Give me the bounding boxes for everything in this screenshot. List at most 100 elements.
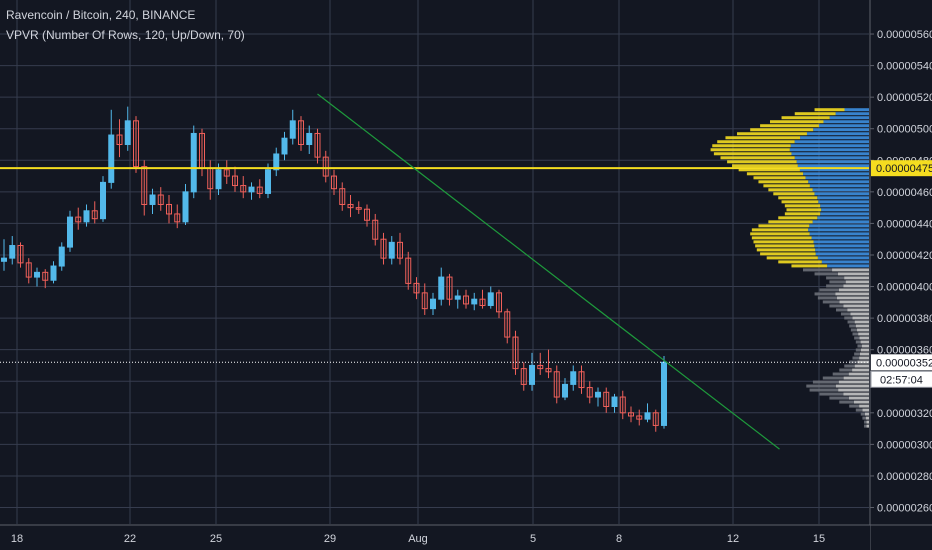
candle-body	[298, 120, 304, 146]
vp-bar-up	[808, 228, 869, 232]
vp-bar-up	[865, 416, 869, 420]
candle-body	[636, 415, 643, 420]
vp-bar-up	[803, 172, 869, 176]
vp-bar-up	[848, 396, 869, 400]
vp-bar-down	[756, 248, 816, 252]
vp-bar-down	[763, 184, 810, 188]
candle-body	[34, 271, 40, 278]
vp-bar-up	[861, 344, 869, 348]
time-axis	[0, 525, 870, 550]
candle	[67, 210, 73, 252]
vp-bar-down	[839, 400, 854, 404]
vp-bar-down	[806, 384, 836, 388]
vp-bar-down	[778, 260, 822, 264]
vp-bar-down	[727, 160, 797, 164]
candle	[273, 147, 280, 177]
vp-bar-up	[855, 324, 869, 328]
candle	[355, 201, 362, 214]
vp-bar-down	[826, 276, 845, 280]
indicator-legend[interactable]: VPVR (Number Of Rows, 120, Up/Down, 70)	[6, 28, 245, 42]
candle	[50, 261, 57, 284]
x-tick-label: 22	[124, 533, 136, 545]
countdown-label: 02:57:04	[880, 374, 923, 386]
vp-bar-down	[847, 320, 855, 324]
vp-bar-down	[852, 356, 860, 360]
price-labels: 0.00000475 0.00000352 02:57:04	[870, 160, 932, 388]
vp-bar-up	[820, 204, 869, 208]
y-tick-label: 0.00000440	[877, 218, 932, 230]
candle-body	[347, 203, 354, 209]
vp-bar-up	[832, 268, 869, 272]
vp-bar-up	[838, 388, 869, 392]
vp-bar-up	[797, 164, 869, 168]
vp-bar-down	[760, 124, 819, 128]
candle-body	[603, 391, 610, 407]
vp-bar-down	[755, 244, 815, 248]
candle-body	[595, 391, 601, 398]
vp-bar-down	[849, 360, 858, 364]
vp-bar-down	[822, 376, 844, 380]
vp-bar-up	[860, 340, 869, 344]
vp-bar-down	[794, 112, 836, 116]
vp-bar-down	[854, 336, 860, 340]
candle	[289, 109, 296, 145]
candle	[562, 378, 568, 401]
vp-bar-down	[855, 408, 863, 412]
candle	[512, 330, 519, 375]
candle-body	[339, 188, 346, 205]
candle-body	[512, 336, 519, 370]
candle-body	[75, 216, 82, 223]
vp-bar-down	[713, 152, 792, 156]
vp-bar-down	[768, 188, 813, 192]
candle-body	[9, 245, 16, 259]
vp-bar-up	[813, 128, 869, 132]
candle	[223, 160, 230, 184]
vp-bar-down	[717, 140, 795, 144]
trendline-layer[interactable]	[0, 93, 869, 450]
candle	[652, 409, 659, 432]
vp-bar-up	[791, 152, 869, 156]
vp-bar-down	[836, 308, 848, 312]
candle-body	[421, 292, 428, 310]
candle	[611, 393, 618, 413]
vp-bar-up	[853, 400, 869, 404]
candle-body	[463, 295, 469, 305]
vp-bar-up	[836, 296, 869, 300]
candle-body	[430, 298, 436, 310]
candle-body	[487, 292, 494, 306]
vp-bar-down	[819, 392, 844, 396]
vp-bar-up	[821, 260, 869, 264]
candle	[182, 183, 189, 225]
y-tick-label: 0.00000300	[877, 439, 932, 451]
candle	[34, 267, 40, 287]
candle	[339, 182, 346, 211]
candle-body	[388, 241, 395, 259]
candle-body	[322, 156, 329, 177]
candle-body	[232, 175, 238, 187]
candle-body	[397, 241, 403, 259]
vp-bar-up	[799, 168, 869, 172]
current-price-label: 0.00000352	[876, 357, 932, 369]
candle-body	[273, 153, 280, 171]
candle-body	[289, 120, 296, 139]
candle	[586, 381, 593, 404]
vp-bar-up	[838, 380, 869, 384]
poc-price-label: 0.00000475	[876, 163, 932, 175]
vp-bar-up	[866, 420, 869, 424]
candle-body	[331, 175, 337, 190]
candle-body	[570, 371, 577, 385]
vp-bar-down	[814, 272, 838, 276]
x-tick-label: 5	[530, 533, 536, 545]
vp-bar-down	[860, 412, 865, 416]
candle	[661, 355, 667, 429]
candle-body	[586, 387, 593, 398]
candle	[265, 163, 271, 199]
vp-bar-up	[847, 308, 869, 312]
candle	[133, 116, 139, 173]
candle-body	[17, 245, 24, 264]
vp-bar-up	[850, 312, 869, 316]
vp-bar-up	[854, 320, 869, 324]
candle-body	[471, 298, 478, 305]
